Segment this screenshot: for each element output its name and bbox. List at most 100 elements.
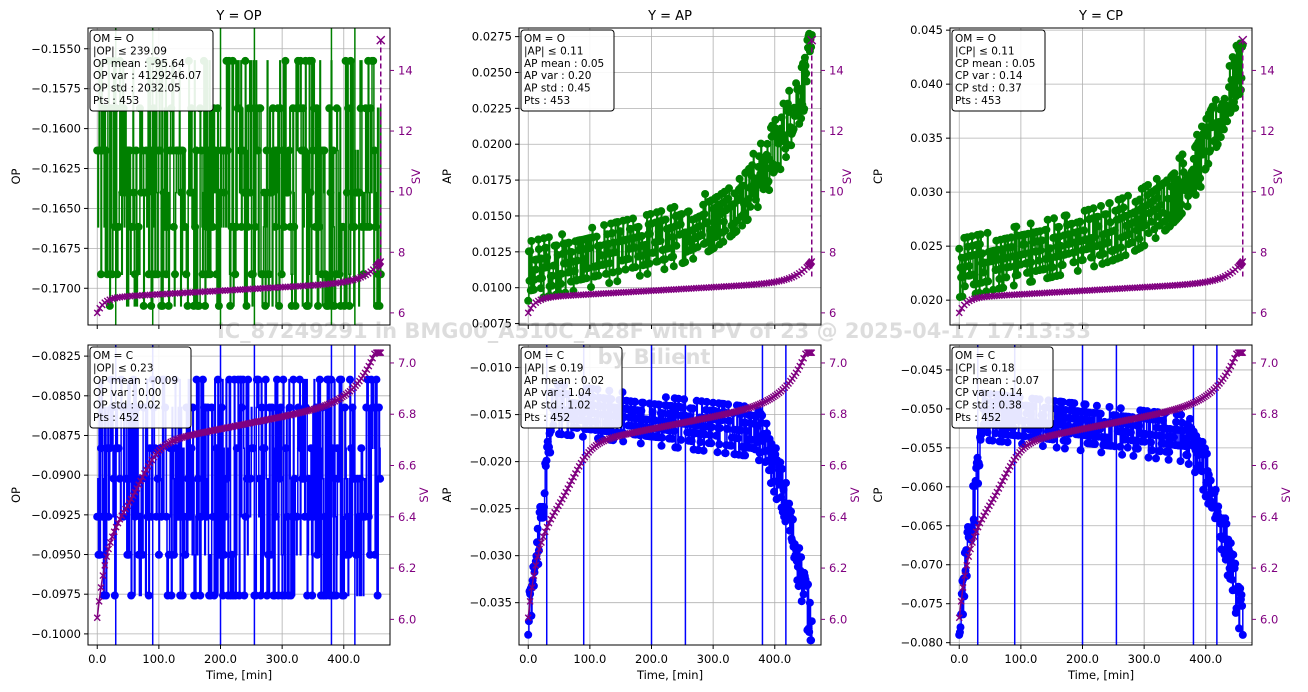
data-point bbox=[689, 254, 698, 263]
data-point bbox=[630, 243, 639, 252]
data-point bbox=[727, 441, 736, 450]
data-point bbox=[984, 277, 993, 286]
sv-axis-label: SV bbox=[848, 487, 862, 502]
data-point bbox=[371, 222, 380, 231]
data-point bbox=[1056, 271, 1065, 280]
data-point bbox=[169, 550, 178, 559]
data-point bbox=[105, 301, 114, 310]
data-point bbox=[614, 267, 623, 276]
data-point bbox=[639, 398, 648, 407]
sv-final-marker bbox=[1238, 35, 1248, 45]
data-point bbox=[97, 444, 105, 453]
data-point bbox=[340, 403, 349, 412]
ytick-label: 0.035 bbox=[910, 131, 943, 145]
data-point bbox=[805, 628, 814, 636]
sv-marker bbox=[993, 488, 1001, 496]
data-point bbox=[1128, 238, 1137, 247]
stats-line: |OP| ≤ 0.23 bbox=[93, 362, 154, 374]
data-point bbox=[661, 255, 669, 264]
data-point bbox=[705, 431, 714, 439]
sv-marker bbox=[1223, 369, 1231, 377]
data-point bbox=[1124, 191, 1132, 200]
data-point bbox=[658, 433, 667, 442]
sv-marker bbox=[959, 583, 967, 591]
data-point bbox=[238, 146, 247, 155]
data-point bbox=[290, 222, 299, 231]
sv-marker bbox=[1185, 401, 1193, 409]
xtick-label: 100.0 bbox=[1004, 652, 1037, 666]
data-point bbox=[1090, 262, 1099, 271]
sv-tick-label: 6.2 bbox=[829, 561, 847, 575]
stats-line: AP mean : 0.05 bbox=[524, 58, 604, 70]
data-point bbox=[748, 161, 757, 170]
data-point bbox=[787, 141, 796, 150]
sv-marker bbox=[808, 258, 816, 266]
data-point bbox=[177, 188, 186, 197]
data-point bbox=[764, 177, 773, 186]
data-point bbox=[616, 227, 625, 236]
data-point bbox=[1027, 258, 1036, 267]
data-point bbox=[1106, 218, 1115, 227]
data-point bbox=[1053, 412, 1062, 421]
xtick-label: 300.0 bbox=[1128, 652, 1161, 666]
sv-marker bbox=[749, 403, 757, 411]
data-point bbox=[661, 393, 670, 402]
data-point bbox=[1125, 230, 1134, 239]
data-point bbox=[1009, 281, 1018, 290]
data-point bbox=[154, 550, 163, 559]
sv-marker bbox=[99, 572, 107, 580]
data-point bbox=[1094, 222, 1103, 231]
subplot-title: Y = CP bbox=[1078, 9, 1123, 24]
sv-marker bbox=[543, 523, 551, 531]
y-axis-label: AP bbox=[440, 169, 454, 184]
data-point bbox=[335, 270, 344, 279]
data-point bbox=[339, 591, 348, 600]
data-point bbox=[253, 146, 262, 155]
data-point bbox=[764, 456, 773, 465]
sv-marker bbox=[114, 519, 122, 527]
data-point bbox=[115, 474, 124, 483]
sv-marker bbox=[1006, 462, 1014, 470]
data-point bbox=[565, 238, 573, 247]
data-point bbox=[1042, 225, 1051, 234]
data-point bbox=[995, 274, 1004, 283]
data-point bbox=[724, 194, 733, 203]
data-point bbox=[182, 270, 191, 279]
stats-line: AP var : 0.20 bbox=[524, 70, 591, 82]
sv-marker bbox=[532, 561, 540, 569]
data-point bbox=[344, 550, 353, 559]
data-point bbox=[975, 461, 984, 470]
stats-line: OM = C bbox=[524, 350, 564, 362]
data-point bbox=[664, 409, 673, 418]
data-point bbox=[732, 227, 741, 235]
sv-marker bbox=[1031, 437, 1039, 445]
data-point bbox=[308, 591, 317, 600]
data-point bbox=[1211, 485, 1220, 494]
data-point bbox=[677, 435, 685, 444]
data-point bbox=[703, 238, 711, 247]
sv-marker bbox=[603, 435, 611, 443]
data-point bbox=[1186, 414, 1194, 423]
data-point bbox=[120, 188, 129, 197]
data-point bbox=[1177, 209, 1186, 218]
data-point bbox=[1103, 433, 1112, 442]
data-point bbox=[802, 77, 811, 86]
sv-marker bbox=[556, 499, 564, 506]
data-point bbox=[669, 262, 678, 271]
data-point bbox=[740, 209, 749, 218]
data-point bbox=[1238, 601, 1247, 610]
data-point bbox=[272, 146, 281, 155]
data-point bbox=[795, 544, 804, 553]
ytick-label: −0.050 bbox=[900, 402, 943, 416]
data-point bbox=[529, 285, 538, 294]
sv-marker bbox=[105, 545, 113, 553]
data-point bbox=[703, 218, 712, 227]
sv-tick-label: 10 bbox=[1260, 185, 1275, 199]
data-point bbox=[573, 256, 582, 265]
data-point bbox=[1056, 241, 1065, 250]
axes-frame bbox=[518, 344, 822, 646]
data-point bbox=[958, 292, 967, 301]
data-point bbox=[313, 550, 322, 559]
ytick-label: −0.080 bbox=[900, 636, 943, 650]
